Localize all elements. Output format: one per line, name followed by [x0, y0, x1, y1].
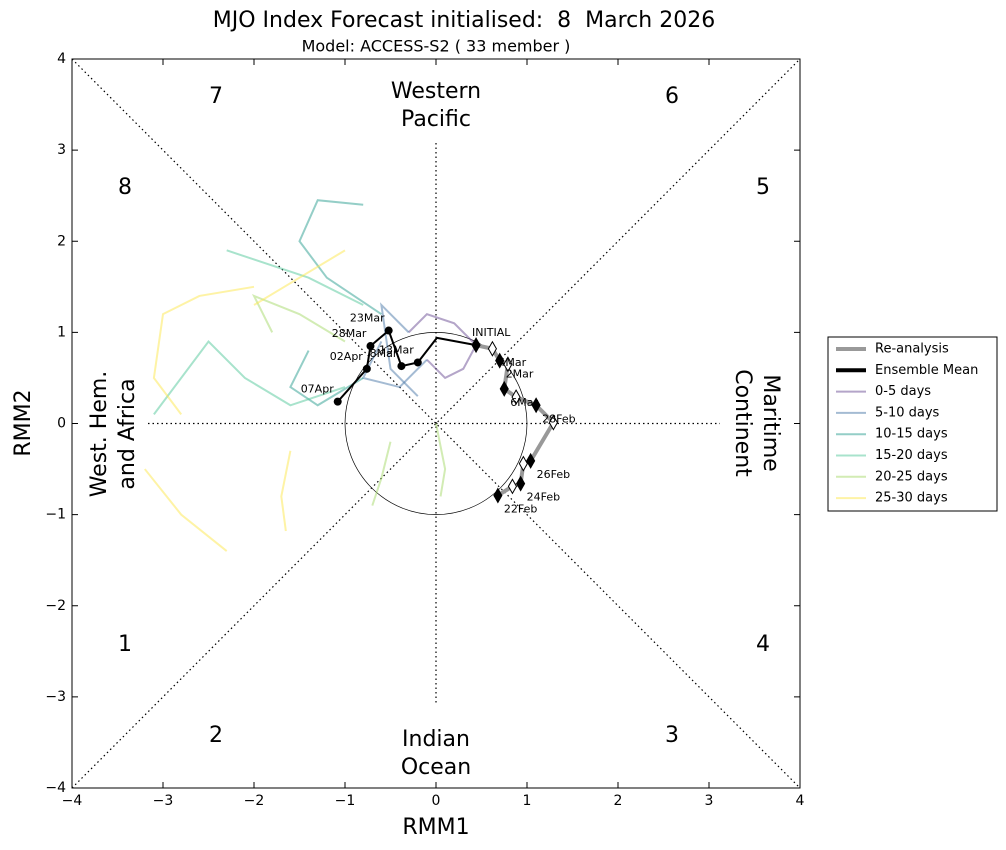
- phase-label: 1: [118, 632, 132, 657]
- reanalysis-marker: [548, 414, 558, 431]
- legend-label: 25-30 days: [875, 491, 948, 506]
- x-tick-label: 2: [614, 793, 623, 809]
- ensemble-mean-marker: [384, 326, 393, 335]
- member-line: [435, 423, 447, 497]
- legend-label: 5-10 days: [875, 405, 940, 420]
- legend-box: [827, 336, 998, 512]
- member-line: [280, 450, 292, 532]
- legend-label: Re-analysis: [875, 342, 949, 357]
- legend-label: 20-25 days: [875, 469, 948, 484]
- y-tick-label: 2: [57, 233, 66, 249]
- member-line: [144, 468, 228, 552]
- region-label: Pacific: [401, 107, 471, 132]
- date-label: 23Mar: [350, 312, 385, 325]
- x-tick-label: 3: [705, 793, 714, 809]
- region-label: Ocean: [401, 755, 471, 780]
- member-line: [251, 294, 346, 343]
- y-tick-label: −4: [45, 780, 66, 796]
- y-tick-label: −1: [45, 507, 66, 523]
- region-label: and Africa: [115, 378, 140, 489]
- ensemble-mean-marker: [333, 397, 342, 406]
- reanalysis-marker: [503, 356, 513, 373]
- legend-label: 0-5 days: [875, 384, 931, 399]
- reanalysis-marker: [499, 380, 509, 397]
- member-line: [153, 339, 346, 415]
- member-line: [298, 199, 382, 315]
- date-label: 8Mar: [370, 347, 398, 360]
- date-label: 13Mar: [379, 343, 414, 356]
- y-tick-label: −2: [45, 598, 66, 614]
- phase-label: 4: [756, 632, 770, 657]
- x-axis-label: RMM1: [402, 815, 469, 840]
- member-line: [361, 341, 428, 389]
- phase-label: 8: [118, 175, 132, 200]
- date-label: 6Mar: [510, 396, 538, 409]
- phase-label: 2: [209, 723, 223, 748]
- reanalysis-marker: [531, 397, 541, 414]
- member-line: [226, 249, 364, 306]
- date-label: 24Feb: [527, 491, 560, 504]
- ensemble-mean-marker: [362, 364, 371, 373]
- legend-label: 10-15 days: [875, 427, 948, 442]
- diagonal: [71, 58, 801, 789]
- phase-label: 7: [209, 84, 223, 109]
- y-tick-label: −3: [45, 689, 66, 705]
- x-tick-label: −1: [335, 793, 356, 809]
- member-line: [289, 350, 364, 407]
- member-line: [152, 285, 255, 415]
- reanalysis-marker: [495, 352, 505, 369]
- date-label: 22Feb: [504, 502, 537, 515]
- x-tick-label: −4: [62, 793, 83, 809]
- ensemble-mean-marker: [413, 358, 422, 367]
- reanalysis-marker: [493, 487, 503, 504]
- y-tick-label: 1: [57, 324, 66, 340]
- reanalysis-marker: [516, 475, 526, 492]
- date-label: 26Feb: [537, 468, 570, 481]
- x-tick-label: 0: [432, 793, 441, 809]
- chart-subtitle: Model: ACCESS-S2 ( 33 member ): [302, 37, 571, 56]
- date-label: 28Feb: [542, 412, 575, 425]
- region-label: Western: [391, 79, 481, 104]
- x-tick-label: 1: [523, 793, 532, 809]
- y-tick-label: 3: [57, 142, 66, 158]
- ensemble-mean-marker: [397, 362, 406, 371]
- y-axis-label: RMM2: [11, 389, 36, 456]
- date-label: 28Mar: [332, 327, 367, 340]
- legend-label: Ensemble Mean: [875, 363, 978, 378]
- legend-label: 15-20 days: [875, 448, 948, 463]
- phase-label: 3: [665, 723, 679, 748]
- date-label: 07Apr: [301, 383, 335, 396]
- ensemble-mean-marker: [366, 342, 375, 351]
- member-line: [253, 249, 346, 306]
- region-label: West. Hem.: [87, 371, 112, 498]
- reanalysis-marker: [511, 389, 521, 406]
- diagonal: [71, 58, 801, 789]
- member-line: [426, 344, 477, 380]
- x-tick-label: −2: [244, 793, 265, 809]
- x-tick-label: −3: [153, 793, 174, 809]
- y-tick-label: 4: [57, 51, 66, 67]
- date-label: 02Apr: [330, 350, 364, 363]
- reanalysis-marker: [518, 455, 528, 472]
- ensemble-mean-marker: [472, 341, 481, 350]
- phase-label: 6: [665, 84, 679, 109]
- region-label: Continent: [730, 369, 755, 477]
- ensemble-mean-line: [336, 328, 477, 403]
- reanalysis-marker: [526, 452, 536, 469]
- unit-circle: [344, 332, 528, 515]
- date-label: 4Mar: [498, 356, 526, 369]
- reanalysis-marker: [507, 478, 518, 495]
- y-tick-label: 0: [57, 416, 66, 432]
- phase-label: 5: [756, 175, 770, 200]
- member-line: [371, 441, 392, 506]
- x-tick-label: 4: [796, 793, 805, 809]
- chart-title: MJO Index Forecast initialised: 8 March …: [213, 8, 715, 33]
- date-label: INITIAL: [472, 326, 511, 339]
- member-line: [407, 313, 477, 346]
- region-label: Indian: [402, 727, 470, 752]
- reanalysis-marker: [487, 340, 497, 357]
- date-label: 2Mar: [506, 368, 534, 381]
- region-label: Maritime: [758, 374, 783, 471]
